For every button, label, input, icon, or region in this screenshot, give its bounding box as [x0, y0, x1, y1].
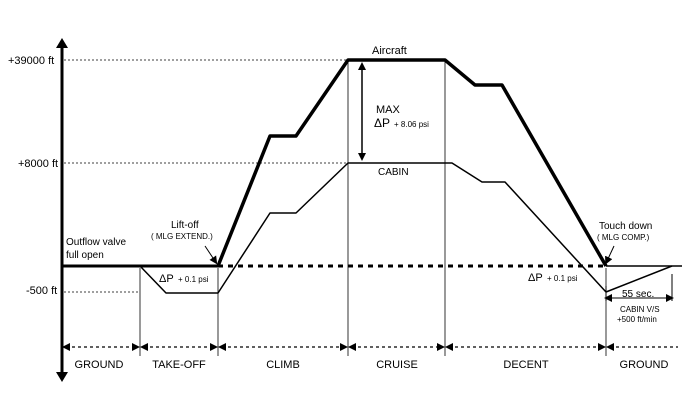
label-8000-ft: +8000 ft	[18, 158, 58, 170]
landing-delta-p-symbol: ΔP	[528, 272, 543, 284]
lift-off-label: Lift-off	[171, 220, 199, 231]
cabin-label: CABIN	[378, 167, 409, 178]
altitude-axis-arrow-top	[56, 38, 68, 48]
cabin-vs-rate-label: +500 ft/min	[617, 315, 657, 324]
label-39000-ft: +39000 ft	[8, 55, 54, 67]
max-delta-p-symbol: ΔP	[374, 116, 390, 130]
touch-down-mlg-label: ( MLG COMP.)	[597, 233, 650, 242]
lift-off-mlg-label: ( MLG EXTEND.)	[151, 232, 213, 241]
take-off-delta-p-symbol: ΔP	[159, 273, 174, 285]
max-delta-p-value: + 8.06 psi	[394, 120, 429, 129]
aircraft-altitude-curve	[216, 58, 608, 267]
cabin-vs-label: CABIN V/S	[620, 305, 660, 314]
phase-label-take-off: TAKE-OFF	[152, 359, 206, 371]
phase-label-ground: GROUND	[75, 359, 124, 371]
phase-label-cruise: CRUISE	[376, 359, 418, 371]
landing-delta-p-value: + 0.1 psi	[547, 274, 578, 283]
aircraft-label: Aircraft	[372, 45, 407, 57]
altitude-axis-arrow-bottom	[56, 372, 68, 382]
phase-label-ground-landing: GROUND	[620, 359, 669, 371]
outflow-valve-label-2: full open	[66, 250, 104, 261]
phase-boundaries	[139, 60, 607, 356]
fifty-five-sec-label: 55 sec.	[622, 289, 654, 300]
phase-label-climb: CLIMB	[266, 359, 300, 371]
outflow-valve-label: Outflow valve	[66, 237, 126, 248]
touch-down-arrow	[605, 245, 615, 265]
max-label: MAX	[376, 104, 401, 116]
take-off-delta-p-value: + 0.1 psi	[178, 275, 209, 284]
touch-down-label: Touch down	[599, 221, 652, 232]
cabin-altitude-curve	[139, 162, 673, 294]
label-minus-500-ft: -500 ft	[26, 285, 57, 297]
phase-label-decent: DECENT	[503, 359, 549, 371]
lift-off-arrow	[204, 245, 218, 265]
